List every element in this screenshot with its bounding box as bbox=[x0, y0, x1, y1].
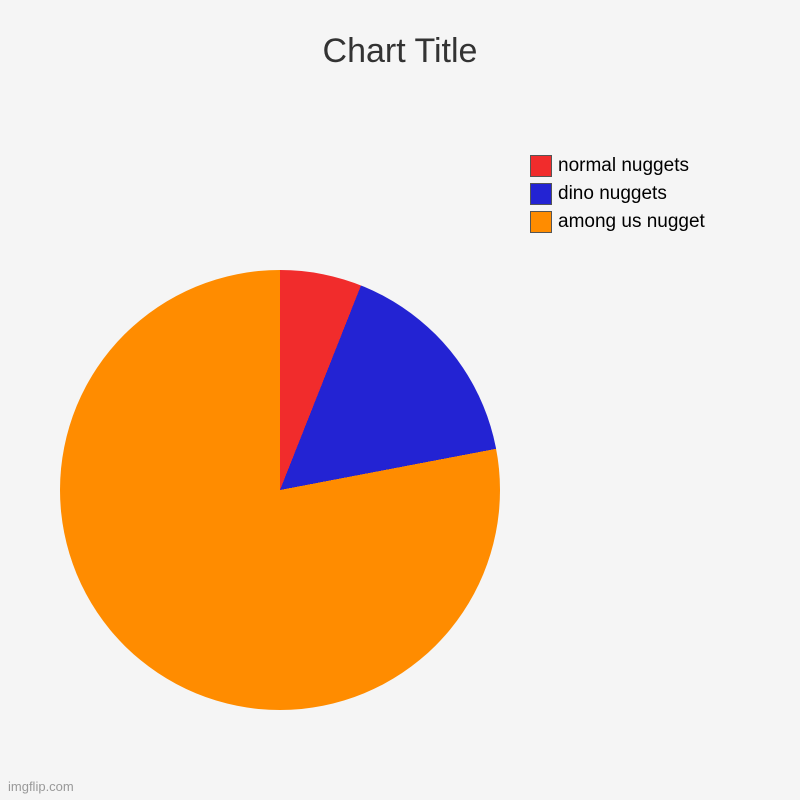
chart-title: Chart Title bbox=[0, 0, 800, 71]
legend: normal nuggets dino nuggets among us nugge… bbox=[530, 155, 705, 239]
legend-label: among us nugget bbox=[558, 211, 705, 233]
legend-swatch bbox=[530, 155, 552, 177]
pie-graphic bbox=[60, 270, 500, 710]
legend-item: among us nugget bbox=[530, 211, 705, 233]
legend-swatch bbox=[530, 211, 552, 233]
watermark: imgflip.com bbox=[8, 779, 74, 794]
legend-label: normal nuggets bbox=[558, 155, 689, 177]
pie-chart bbox=[60, 270, 500, 710]
legend-item: normal nuggets bbox=[530, 155, 705, 177]
legend-label: dino nuggets bbox=[558, 183, 667, 205]
legend-swatch bbox=[530, 183, 552, 205]
legend-item: dino nuggets bbox=[530, 183, 705, 205]
